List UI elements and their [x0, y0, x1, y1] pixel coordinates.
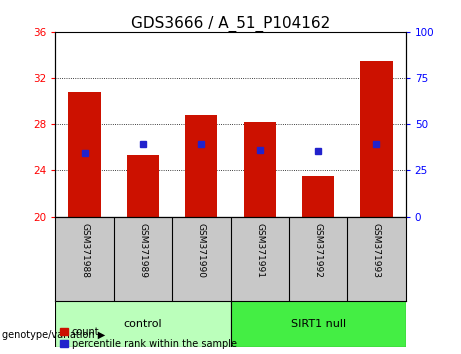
Text: genotype/variation ▶: genotype/variation ▶: [2, 330, 106, 339]
Text: GSM371990: GSM371990: [197, 223, 206, 278]
Bar: [69, 92, 100, 217]
Bar: [243, 122, 276, 217]
Bar: [302, 176, 334, 217]
Legend: count, percentile rank within the sample: count, percentile rank within the sample: [60, 327, 237, 349]
Text: GSM371989: GSM371989: [138, 223, 148, 278]
Text: GSM371993: GSM371993: [372, 223, 381, 278]
Bar: [361, 61, 393, 217]
Title: GDS3666 / A_51_P104162: GDS3666 / A_51_P104162: [131, 16, 330, 32]
Bar: [127, 155, 159, 217]
Text: GSM371988: GSM371988: [80, 223, 89, 278]
Text: GSM371991: GSM371991: [255, 223, 264, 278]
Bar: [185, 115, 218, 217]
Bar: [55, 301, 230, 347]
Text: SIRT1 null: SIRT1 null: [290, 319, 346, 329]
Text: control: control: [124, 319, 162, 329]
Bar: [230, 301, 406, 347]
Text: GSM371992: GSM371992: [313, 223, 323, 278]
